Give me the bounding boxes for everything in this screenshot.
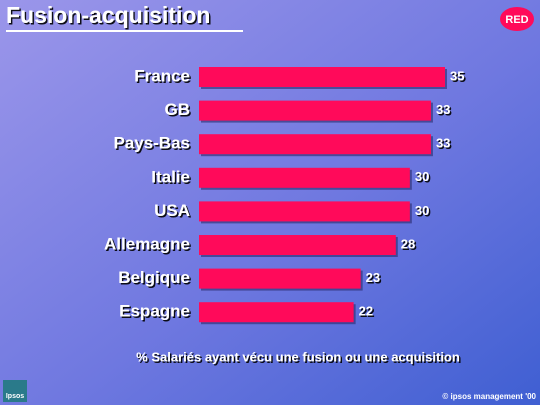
- value-label: 33: [436, 102, 450, 117]
- category-label: GB: [165, 100, 191, 119]
- category-label: Allemagne: [104, 234, 190, 253]
- value-label: 28: [401, 236, 415, 251]
- logo-box: [3, 380, 27, 402]
- bar: [199, 167, 410, 188]
- badge: RED: [505, 14, 528, 26]
- value-label: 30: [415, 169, 429, 184]
- bar: [199, 235, 396, 255]
- category-label: Pays-Bas: [113, 134, 190, 153]
- value-label: 33: [436, 136, 450, 151]
- chart-title: Fusion-acquisition: [6, 2, 210, 28]
- bar: [199, 134, 431, 155]
- plot: France 35 GB 33 Pays-Bas 33 Italie 30 USA 30 Allem…: [104, 66, 464, 325]
- logo: Ipsos: [6, 393, 24, 400]
- value-label: 22: [359, 304, 373, 319]
- bar: [199, 302, 354, 323]
- category-label: Belgique: [118, 268, 190, 287]
- category-label: USA: [154, 201, 190, 220]
- value-label: 23: [366, 270, 380, 285]
- category-label: Espagne: [119, 302, 190, 321]
- badge-bg: [500, 7, 534, 31]
- category-label: France: [134, 66, 190, 85]
- bar: [199, 67, 445, 87]
- value-label: 30: [415, 203, 429, 218]
- copyright: © ipsos management '00: [442, 392, 536, 401]
- bar: [199, 100, 431, 121]
- value-label: 35: [450, 68, 464, 83]
- bar: [199, 201, 410, 222]
- note: % Salariés ayant vécu une fusion ou une …: [136, 349, 460, 364]
- bar: [199, 268, 361, 289]
- category-label: Italie: [151, 167, 190, 186]
